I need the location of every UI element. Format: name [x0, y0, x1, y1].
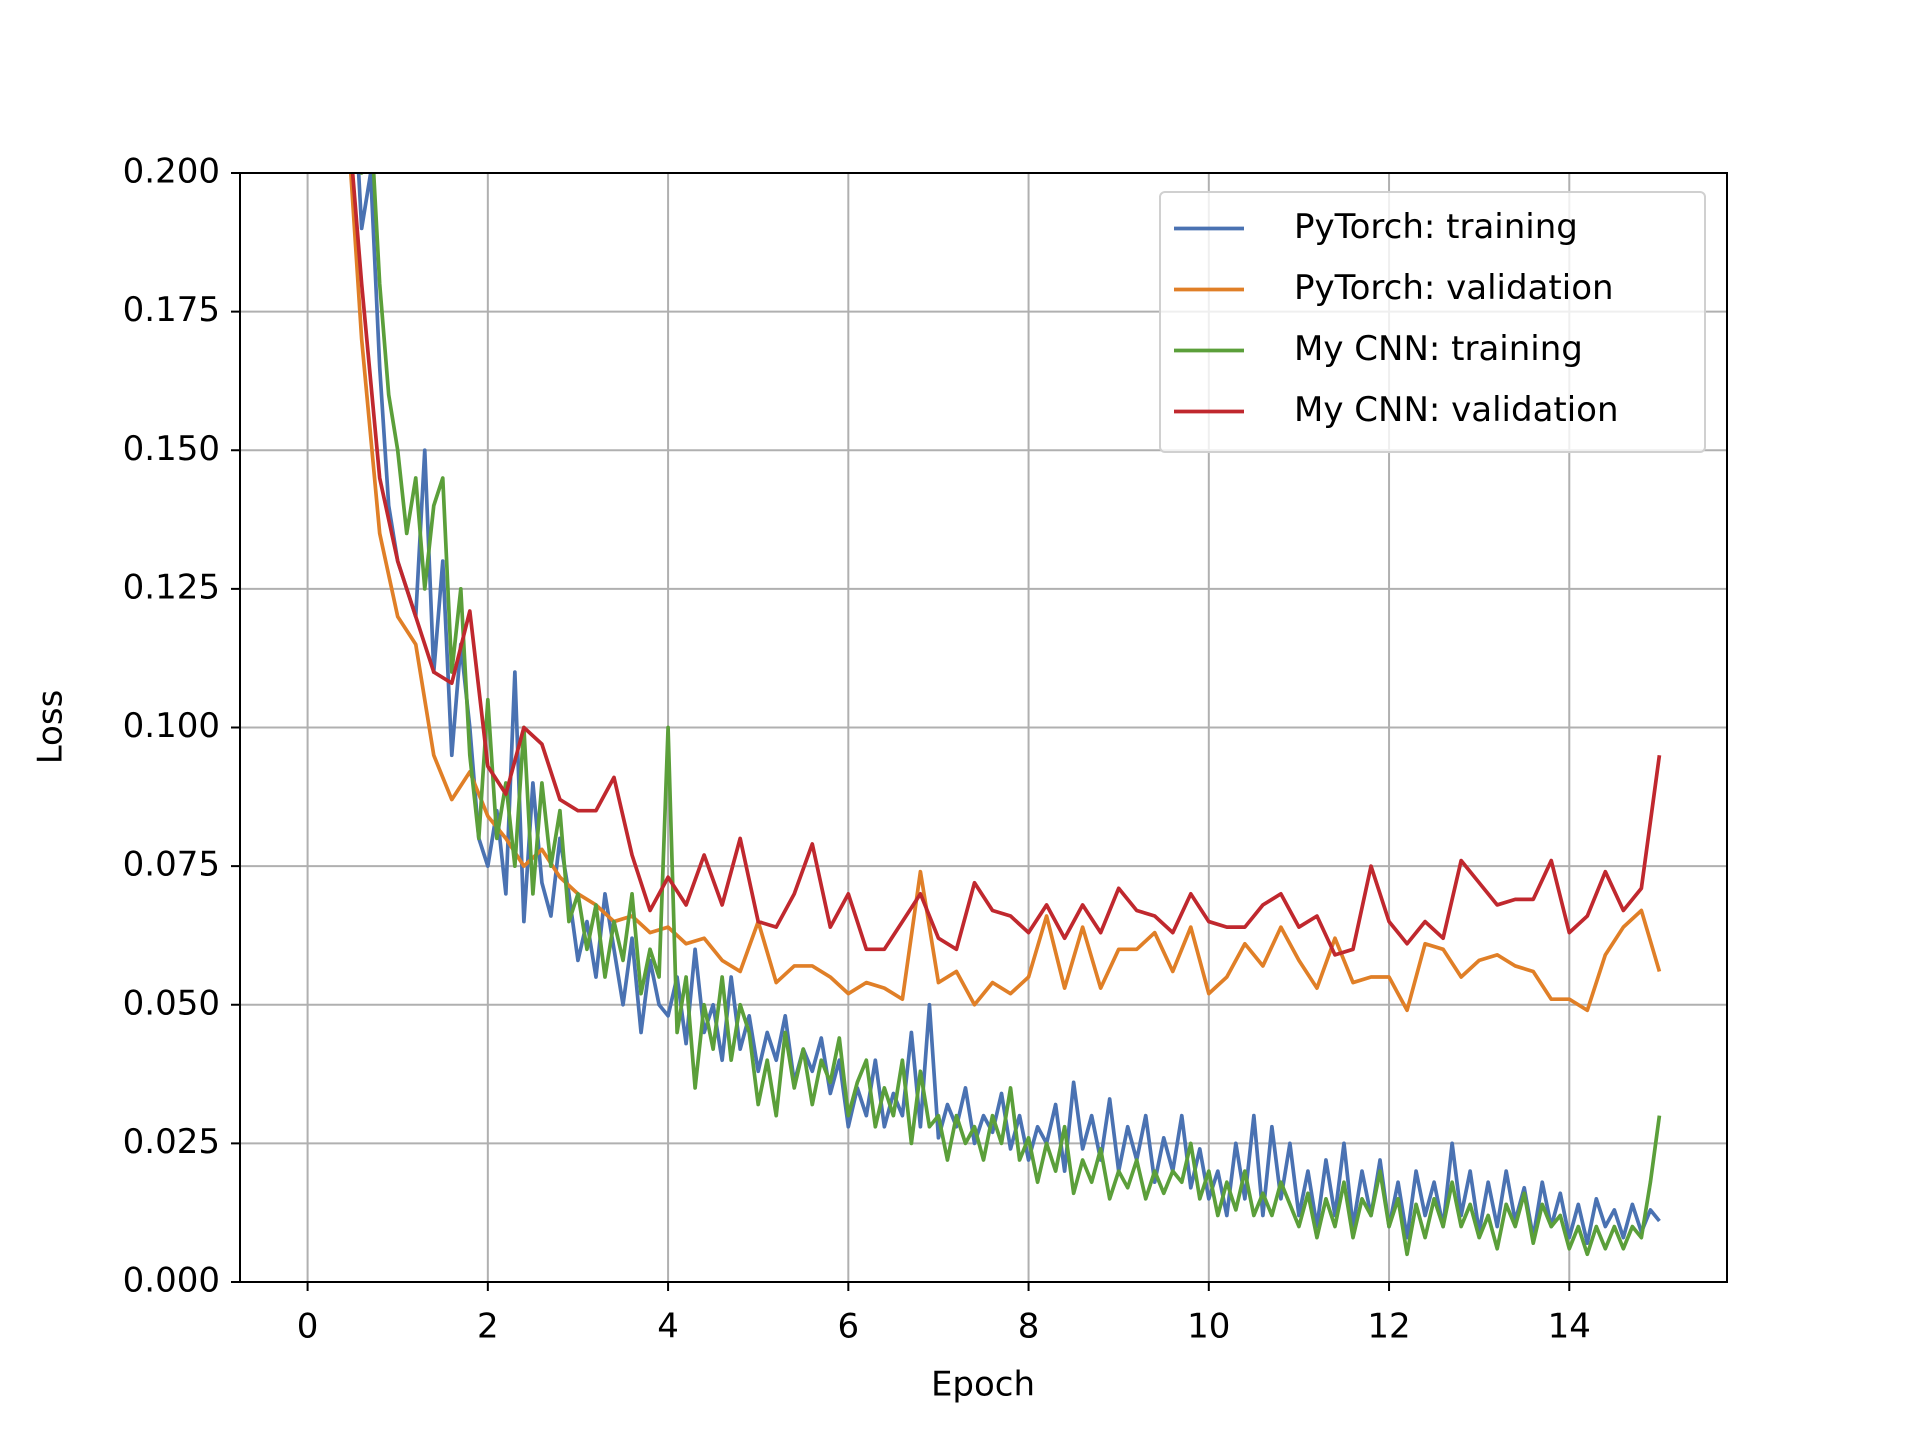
legend-box	[1159, 191, 1706, 453]
legend-label: My CNN: validation	[1294, 390, 1619, 430]
x-tick-label: 4	[657, 1307, 679, 1347]
y-tick-label: 0.100	[123, 706, 220, 746]
y-tick-label: 0.050	[123, 983, 220, 1023]
series-line	[359, 173, 1662, 1257]
x-tick-label: 8	[1018, 1307, 1040, 1347]
x-tick-label: 0	[297, 1307, 319, 1347]
y-tick-label: 0.150	[123, 429, 220, 469]
y-tick-label: 0.075	[123, 845, 220, 885]
series-line	[350, 173, 1662, 957]
plot-lines	[348, 173, 1662, 1257]
legend: PyTorch: training PyTorch: validation My C…	[1159, 191, 1706, 453]
legend-label: My CNN: training	[1294, 329, 1583, 369]
y-axis-label: Loss	[31, 690, 71, 765]
y-tick-label: 0.200	[123, 152, 220, 192]
legend-label: PyTorch: training	[1294, 207, 1578, 247]
y-tick-label: 0.175	[123, 290, 220, 330]
y-tick-label: 0.125	[123, 567, 220, 607]
x-tick-label: 14	[1548, 1307, 1591, 1347]
plot-frame	[239, 172, 1728, 1283]
x-axis-label: Epoch	[931, 1365, 1035, 1405]
legend-label: PyTorch: validation	[1294, 268, 1614, 308]
y-tick-label: 0.000	[123, 1261, 220, 1301]
x-tick-label: 10	[1187, 1307, 1230, 1347]
x-tick-label: 2	[477, 1307, 499, 1347]
y-tick-label: 0.025	[123, 1122, 220, 1162]
x-tick-label: 12	[1367, 1307, 1410, 1347]
series-line	[348, 173, 1662, 1013]
x-tick-label: 6	[837, 1307, 859, 1347]
